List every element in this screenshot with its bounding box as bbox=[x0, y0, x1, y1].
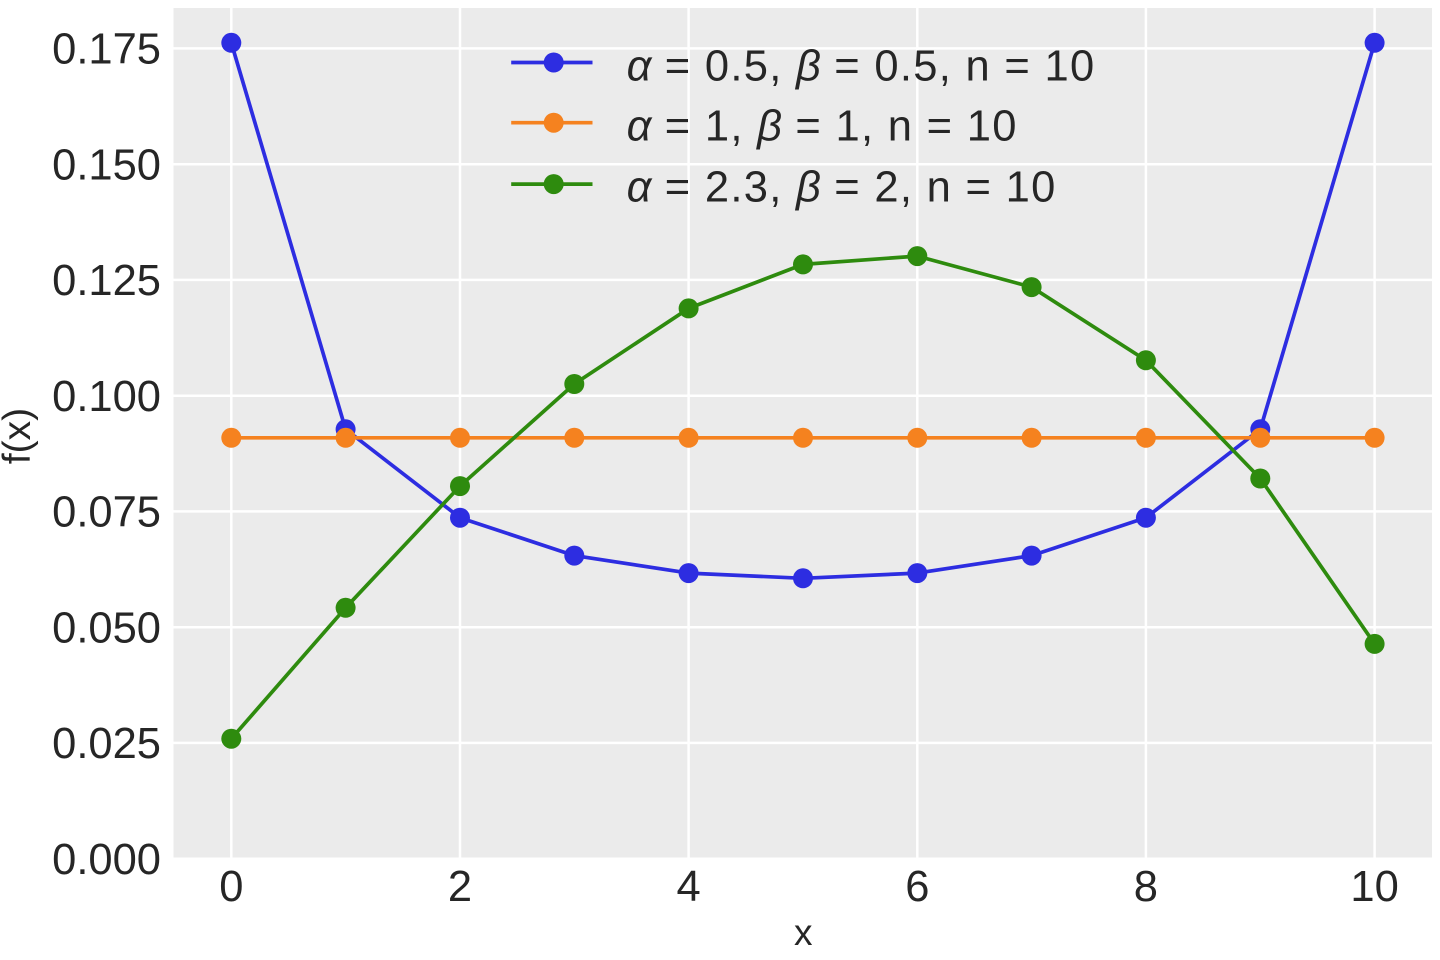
svg-text:2: 2 bbox=[448, 863, 472, 911]
svg-text:8: 8 bbox=[1134, 863, 1158, 911]
svg-text:0: 0 bbox=[219, 863, 243, 911]
svg-text:α = 0.5, β = 0.5, n = 10: α = 0.5, β = 0.5, n = 10 bbox=[627, 43, 1096, 91]
svg-text:α = 1, β = 1, n = 10: α = 1, β = 1, n = 10 bbox=[627, 103, 1018, 151]
svg-text:0.000: 0.000 bbox=[52, 836, 161, 884]
svg-text:0.125: 0.125 bbox=[52, 257, 161, 305]
svg-text:0.100: 0.100 bbox=[52, 373, 161, 421]
svg-text:10: 10 bbox=[1350, 863, 1398, 911]
svg-text:0.150: 0.150 bbox=[52, 142, 161, 190]
svg-text:6: 6 bbox=[905, 863, 929, 911]
svg-text:0.175: 0.175 bbox=[52, 26, 161, 74]
svg-text:α = 2.3, β = 2, n = 10: α = 2.3, β = 2, n = 10 bbox=[627, 163, 1057, 211]
svg-text:0.050: 0.050 bbox=[52, 605, 161, 653]
svg-text:4: 4 bbox=[676, 863, 700, 911]
svg-text:x: x bbox=[794, 912, 813, 953]
svg-text:f(x): f(x) bbox=[0, 408, 39, 464]
svg-text:0.025: 0.025 bbox=[52, 720, 161, 768]
svg-text:0.075: 0.075 bbox=[52, 489, 161, 537]
